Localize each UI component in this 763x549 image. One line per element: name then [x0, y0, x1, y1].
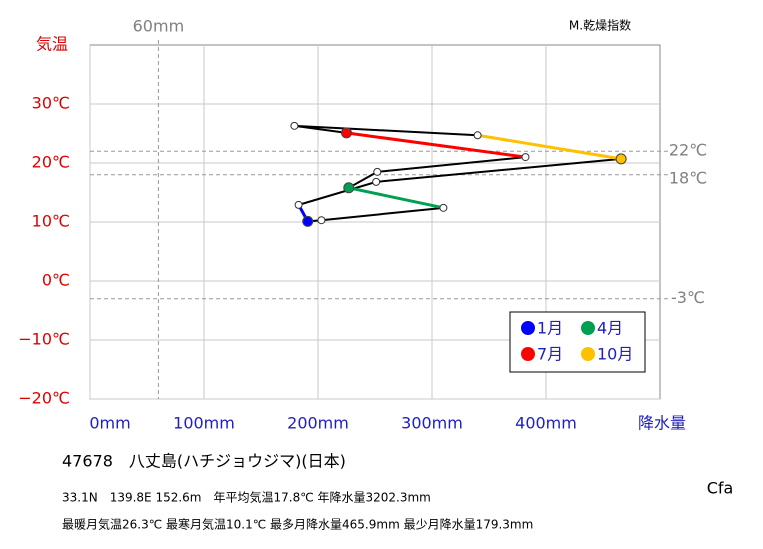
y-tick-label: −20℃: [18, 389, 70, 408]
legend-swatch: [581, 347, 595, 361]
legend-swatch: [521, 321, 535, 335]
point: [294, 200, 303, 209]
legend-label: 4月: [597, 319, 623, 338]
point: [341, 127, 352, 139]
reference-label: 18℃: [669, 168, 707, 187]
point: [290, 121, 299, 130]
station: 47678 八丈島(ハチジョウジマ)(日本): [62, 452, 346, 471]
point: [343, 182, 355, 194]
legend-label: 1月: [537, 319, 563, 338]
x-tick-label: 100mm: [173, 414, 235, 433]
highlight-segment: [348, 186, 444, 210]
point: [302, 215, 314, 227]
point: [521, 153, 530, 162]
point: [372, 177, 381, 186]
highlight-segment: [477, 133, 622, 161]
x-tick-label: 300mm: [401, 414, 463, 433]
legend-swatch: [581, 321, 595, 335]
reference-label: 22℃: [669, 141, 707, 160]
legend-label: 10月: [597, 345, 633, 364]
point: [473, 131, 482, 140]
info: 最暖月気温26.3℃ 最寒月気温10.1℃ 最多月降水量465.9mm 最少月降…: [62, 517, 533, 532]
point: [615, 153, 627, 165]
y-tick-label: 10℃: [32, 212, 70, 231]
y-tick-label: 20℃: [32, 153, 70, 172]
climate-code: Cfa: [707, 479, 734, 498]
y-axis-label: 気温: [36, 35, 68, 54]
x-tick-label: 200mm: [287, 414, 349, 433]
y-tick-label: −10℃: [18, 330, 70, 349]
x-tick-label: 0mm: [89, 414, 130, 433]
highlight-segment: [346, 131, 526, 159]
legend-swatch: [521, 347, 535, 361]
point: [373, 167, 382, 176]
legend: [509, 311, 646, 373]
x-tick-label: 400mm: [515, 414, 577, 433]
point: [317, 216, 326, 225]
corner-label: M.乾燥指数: [569, 18, 631, 33]
y-tick-label: 0℃: [42, 271, 70, 290]
point: [439, 203, 448, 212]
x-axis-label: 降水量: [638, 414, 686, 433]
reference-label: -3℃: [671, 288, 705, 307]
legend-label: 7月: [537, 345, 563, 364]
reference-label: 60mm: [133, 17, 185, 36]
y-tick-label: 30℃: [32, 94, 70, 113]
info: 33.1N 139.8E 152.6m 年平均気温17.8℃ 年降水量3202.…: [62, 490, 431, 505]
